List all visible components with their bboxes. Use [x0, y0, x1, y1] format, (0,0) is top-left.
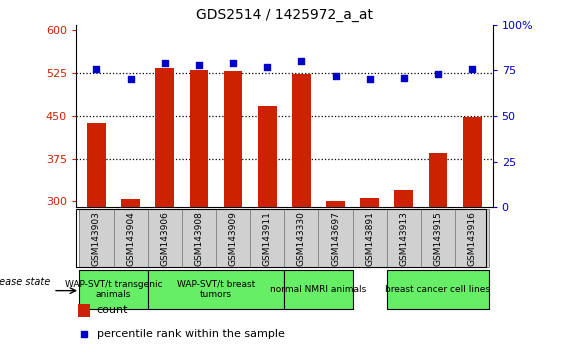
- Bar: [79, 209, 114, 267]
- Bar: [258, 106, 276, 207]
- Point: [365, 76, 374, 82]
- Point: [434, 71, 443, 77]
- Bar: [190, 70, 208, 207]
- Point: [399, 75, 408, 80]
- Bar: [79, 270, 148, 309]
- Point: [92, 66, 101, 72]
- Point: [263, 64, 272, 69]
- Text: GSM143697: GSM143697: [331, 211, 340, 266]
- Bar: [387, 270, 489, 309]
- Text: GSM143913: GSM143913: [399, 211, 408, 266]
- Bar: [463, 116, 481, 207]
- Bar: [395, 190, 413, 207]
- Bar: [148, 209, 182, 267]
- Text: GSM143908: GSM143908: [194, 211, 203, 266]
- Bar: [360, 198, 379, 207]
- Point: [331, 73, 340, 79]
- Bar: [326, 201, 345, 207]
- Text: GSM143909: GSM143909: [229, 211, 238, 266]
- Point: [229, 60, 238, 66]
- Point: [194, 62, 203, 68]
- Title: GDS2514 / 1425972_a_at: GDS2514 / 1425972_a_at: [196, 8, 373, 22]
- Text: normal NMRI animals: normal NMRI animals: [270, 285, 367, 294]
- Text: GSM143903: GSM143903: [92, 211, 101, 266]
- Bar: [114, 209, 148, 267]
- Text: count: count: [97, 305, 128, 315]
- Text: percentile rank within the sample: percentile rank within the sample: [97, 329, 285, 339]
- Text: disease state: disease state: [0, 277, 51, 287]
- Bar: [87, 123, 106, 207]
- Bar: [319, 209, 352, 267]
- Bar: [421, 209, 455, 267]
- Bar: [352, 209, 387, 267]
- Bar: [455, 209, 489, 267]
- Bar: [292, 74, 311, 207]
- Text: GSM143891: GSM143891: [365, 211, 374, 266]
- Point: [79, 331, 88, 337]
- Bar: [284, 209, 319, 267]
- Point: [160, 60, 169, 66]
- Bar: [121, 199, 140, 207]
- Text: WAP-SVT/t transgenic
animals: WAP-SVT/t transgenic animals: [65, 280, 162, 299]
- Bar: [250, 209, 284, 267]
- Bar: [284, 270, 352, 309]
- Bar: [148, 270, 284, 309]
- Bar: [224, 72, 243, 207]
- Bar: [155, 68, 174, 207]
- Text: breast cancer cell lines: breast cancer cell lines: [386, 285, 490, 294]
- Bar: [182, 209, 216, 267]
- Text: GSM143330: GSM143330: [297, 211, 306, 266]
- Text: GSM143911: GSM143911: [263, 211, 272, 266]
- Bar: [428, 153, 448, 207]
- Text: GSM143916: GSM143916: [468, 211, 477, 266]
- Text: GSM143904: GSM143904: [126, 211, 135, 266]
- Bar: [216, 209, 250, 267]
- Text: GSM143915: GSM143915: [434, 211, 443, 266]
- Bar: [78, 304, 90, 317]
- Point: [126, 76, 135, 82]
- Bar: [387, 209, 421, 267]
- Point: [468, 66, 477, 72]
- Text: GSM143906: GSM143906: [160, 211, 169, 266]
- Text: WAP-SVT/t breast
tumors: WAP-SVT/t breast tumors: [177, 280, 255, 299]
- Point: [297, 58, 306, 64]
